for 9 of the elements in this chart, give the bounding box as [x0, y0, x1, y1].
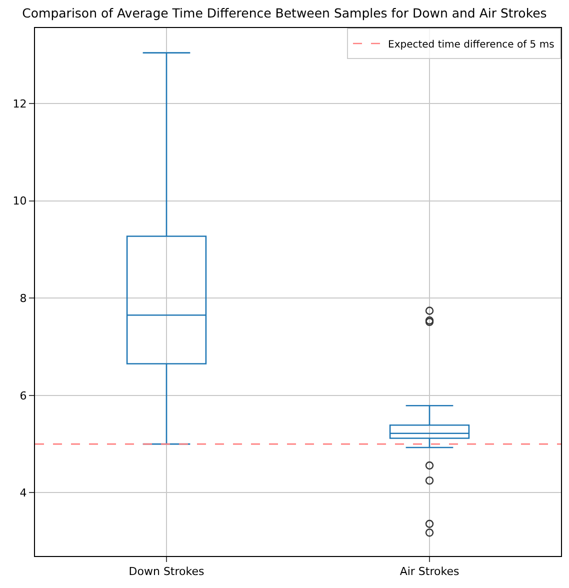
x-tick-label: Down Strokes — [128, 565, 204, 578]
y-tick-label: 4 — [20, 486, 27, 500]
y-tick-label: 10 — [12, 194, 27, 208]
legend-label: Expected time difference of 5 ms — [388, 39, 554, 50]
y-tick-label: 8 — [20, 292, 27, 305]
y-tick-label: 6 — [20, 389, 27, 402]
chart-title: Comparison of Average Time Difference Between Samples for Down and Air Strokes — [22, 6, 547, 21]
y-tick-label: 12 — [12, 97, 27, 110]
x-tick-label: Air Strokes — [400, 565, 460, 578]
